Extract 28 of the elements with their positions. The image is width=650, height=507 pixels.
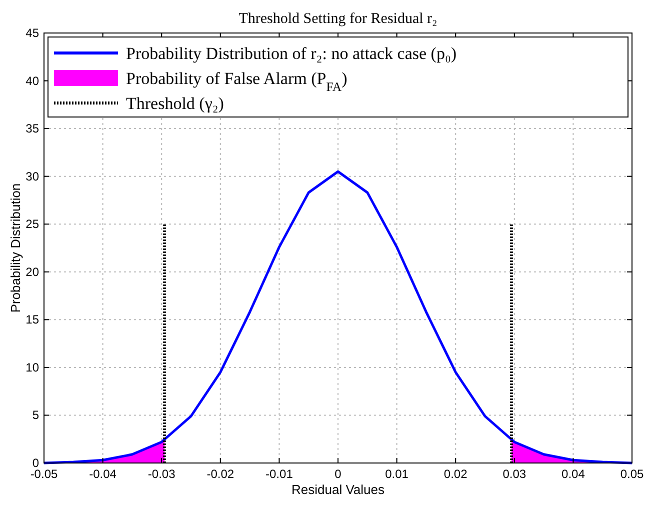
y-tick-label: 45 bbox=[26, 26, 40, 40]
y-tick-label: 35 bbox=[26, 122, 40, 136]
x-tick-label: 0.04 bbox=[562, 467, 586, 481]
x-tick-label: -0.02 bbox=[206, 467, 234, 481]
y-tick-label: 15 bbox=[26, 312, 40, 327]
x-tick-label: -0.04 bbox=[89, 467, 117, 481]
chart-title: Threshold Setting for Residual r₂ bbox=[238, 11, 438, 27]
x-tick-label: -0.05 bbox=[30, 467, 58, 481]
y-tick-label: 40 bbox=[26, 74, 40, 88]
legend-label: Threshold (γ₂) bbox=[126, 94, 224, 113]
legend-label: Probability Distribution of r₂: no attack case (p₀) bbox=[126, 44, 457, 63]
y-tick-label: 5 bbox=[32, 408, 40, 422]
y-tick-label: 30 bbox=[26, 169, 40, 184]
y-tick-label: 10 bbox=[26, 360, 40, 374]
legend-label: Probability of False Alarm (P$_{FA}$) bbox=[126, 69, 348, 94]
x-axis-title: Residual Values bbox=[292, 482, 385, 497]
x-tick-label: 0.03 bbox=[502, 467, 526, 481]
x-tick-label: -0.03 bbox=[148, 467, 176, 481]
x-tick-label: 0.02 bbox=[444, 467, 468, 481]
x-tick-label: 0 bbox=[334, 467, 342, 481]
y-tick-label: 25 bbox=[26, 217, 40, 232]
x-tick-label: -0.01 bbox=[266, 467, 294, 481]
y-tick-label: 0 bbox=[32, 456, 40, 470]
line-series bbox=[42, 170, 634, 464]
x-tick-label: 0.05 bbox=[620, 467, 644, 481]
y-tick-label: 20 bbox=[26, 264, 40, 279]
x-tick-label: 0.01 bbox=[385, 467, 409, 481]
y-axis-title: Probability Distribution bbox=[8, 183, 23, 313]
